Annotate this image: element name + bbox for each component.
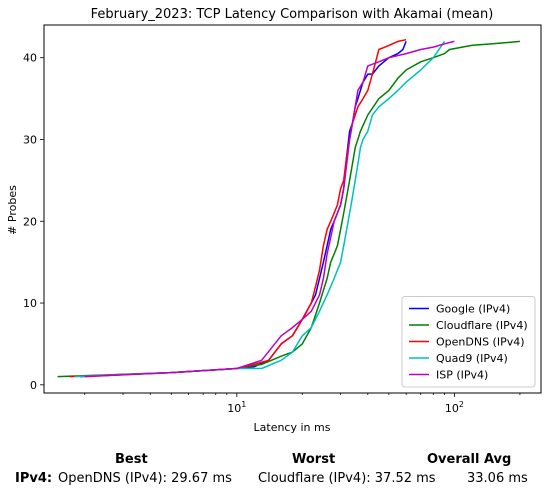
x-axis-label: Latency in ms — [254, 421, 331, 434]
plot-frame — [43, 24, 542, 394]
ipv4-label-separator: : — [46, 471, 53, 486]
legend-label-3: OpenDNS (IPv4) — [436, 336, 525, 349]
legend: Google (IPv4) Cloudflare (IPv4) OpenDNS (I… — [401, 296, 536, 388]
legend-label-2: Cloudflare (IPv4) — [436, 319, 528, 332]
y-tick-label: 0 — [30, 379, 37, 392]
y-axis-label: # Probes — [6, 185, 19, 235]
summary-row-label: IPv4: — [15, 471, 52, 486]
summary-avg-value: 33.06 ms — [467, 471, 528, 486]
summary-worst-header: Worst — [292, 452, 336, 467]
summary-best-header: Best — [115, 452, 148, 467]
legend-box — [401, 296, 536, 388]
y-tick-label: 40 — [23, 52, 37, 65]
series-line-4 — [74, 40, 446, 378]
summary-avg-header: Overall Avg — [427, 452, 512, 467]
series-line-5 — [84, 40, 455, 378]
chart-title: February_2023: TCP Latency Comparison wi… — [91, 7, 494, 22]
series-line-3 — [69, 38, 407, 378]
y-tick-label: 30 — [23, 133, 37, 146]
legend-label-5: ISP (IPv4) — [436, 369, 488, 382]
ipv4-label: IPv4 — [15, 471, 47, 486]
x-tick-label: 101 — [227, 400, 246, 415]
x-tick-label: 102 — [445, 400, 464, 415]
summary-worst-value: Cloudflare (IPv4): 37.52 ms — [258, 471, 436, 486]
y-tick-label: 20 — [23, 215, 37, 228]
legend-label-4: Quad9 (IPv4) — [436, 352, 508, 365]
summary-best-value: OpenDNS (IPv4): 29.67 ms — [58, 471, 232, 486]
legend-label-1: Google (IPv4) — [436, 303, 510, 316]
y-tick-label: 10 — [23, 297, 37, 310]
latency-chart: February_2023: TCP Latency Comparison wi… — [6, 7, 542, 434]
